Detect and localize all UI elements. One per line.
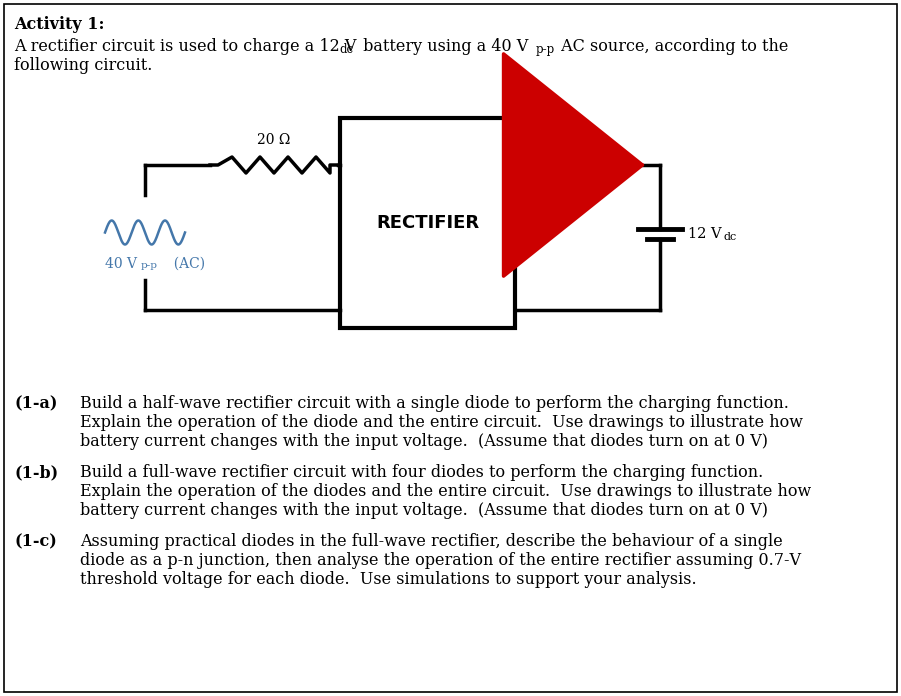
Text: battery using a 40 V: battery using a 40 V bbox=[358, 38, 528, 55]
Text: battery current changes with the input voltage.  (Assume that diodes turn on at : battery current changes with the input v… bbox=[80, 433, 768, 450]
Text: diode as a p‑n junction, then analyse the operation of the entire rectifier assu: diode as a p‑n junction, then analyse th… bbox=[80, 552, 801, 569]
Text: Explain the operation of the diode and the entire circuit.  Use drawings to illu: Explain the operation of the diode and t… bbox=[80, 414, 803, 431]
Text: Build a full‑wave rectifier circuit with four diodes to perform the charging fun: Build a full‑wave rectifier circuit with… bbox=[80, 464, 763, 481]
Text: (1‑c): (1‑c) bbox=[14, 533, 57, 550]
Text: (1‑a): (1‑a) bbox=[14, 395, 58, 412]
Text: batt: batt bbox=[580, 146, 606, 159]
Text: 20 Ω: 20 Ω bbox=[258, 133, 291, 147]
Text: A rectifier circuit is used to charge a 12 V: A rectifier circuit is used to charge a … bbox=[14, 38, 357, 55]
Text: (1‑b): (1‑b) bbox=[14, 464, 59, 481]
Text: p-p: p-p bbox=[141, 260, 158, 269]
Text: 40 V: 40 V bbox=[105, 257, 137, 271]
Text: following circuit.: following circuit. bbox=[14, 57, 152, 74]
Text: threshold voltage for each diode.  Use simulations to support your analysis.: threshold voltage for each diode. Use si… bbox=[80, 571, 696, 588]
Text: $\mathit{i}$: $\mathit{i}$ bbox=[568, 141, 575, 159]
Text: 12 V: 12 V bbox=[688, 226, 722, 241]
Text: battery current changes with the input voltage.  (Assume that diodes turn on at : battery current changes with the input v… bbox=[80, 502, 768, 519]
Text: Explain the operation of the diodes and the entire circuit.  Use drawings to ill: Explain the operation of the diodes and … bbox=[80, 483, 811, 500]
Text: Assuming practical diodes in the full‑wave rectifier, describe the behaviour of : Assuming practical diodes in the full‑wa… bbox=[80, 533, 783, 550]
Text: (AC): (AC) bbox=[165, 257, 205, 271]
Text: RECTIFIER: RECTIFIER bbox=[376, 214, 479, 232]
Text: Build a half‑wave rectifier circuit with a single diode to perform the charging : Build a half‑wave rectifier circuit with… bbox=[80, 395, 789, 412]
Bar bbox=[340, 118, 515, 328]
Text: dc: dc bbox=[723, 232, 736, 242]
Text: AC source, according to the: AC source, according to the bbox=[556, 38, 788, 55]
Text: dc: dc bbox=[339, 43, 353, 56]
Text: p-p: p-p bbox=[536, 43, 555, 56]
Text: Activity 1:: Activity 1: bbox=[14, 16, 105, 33]
